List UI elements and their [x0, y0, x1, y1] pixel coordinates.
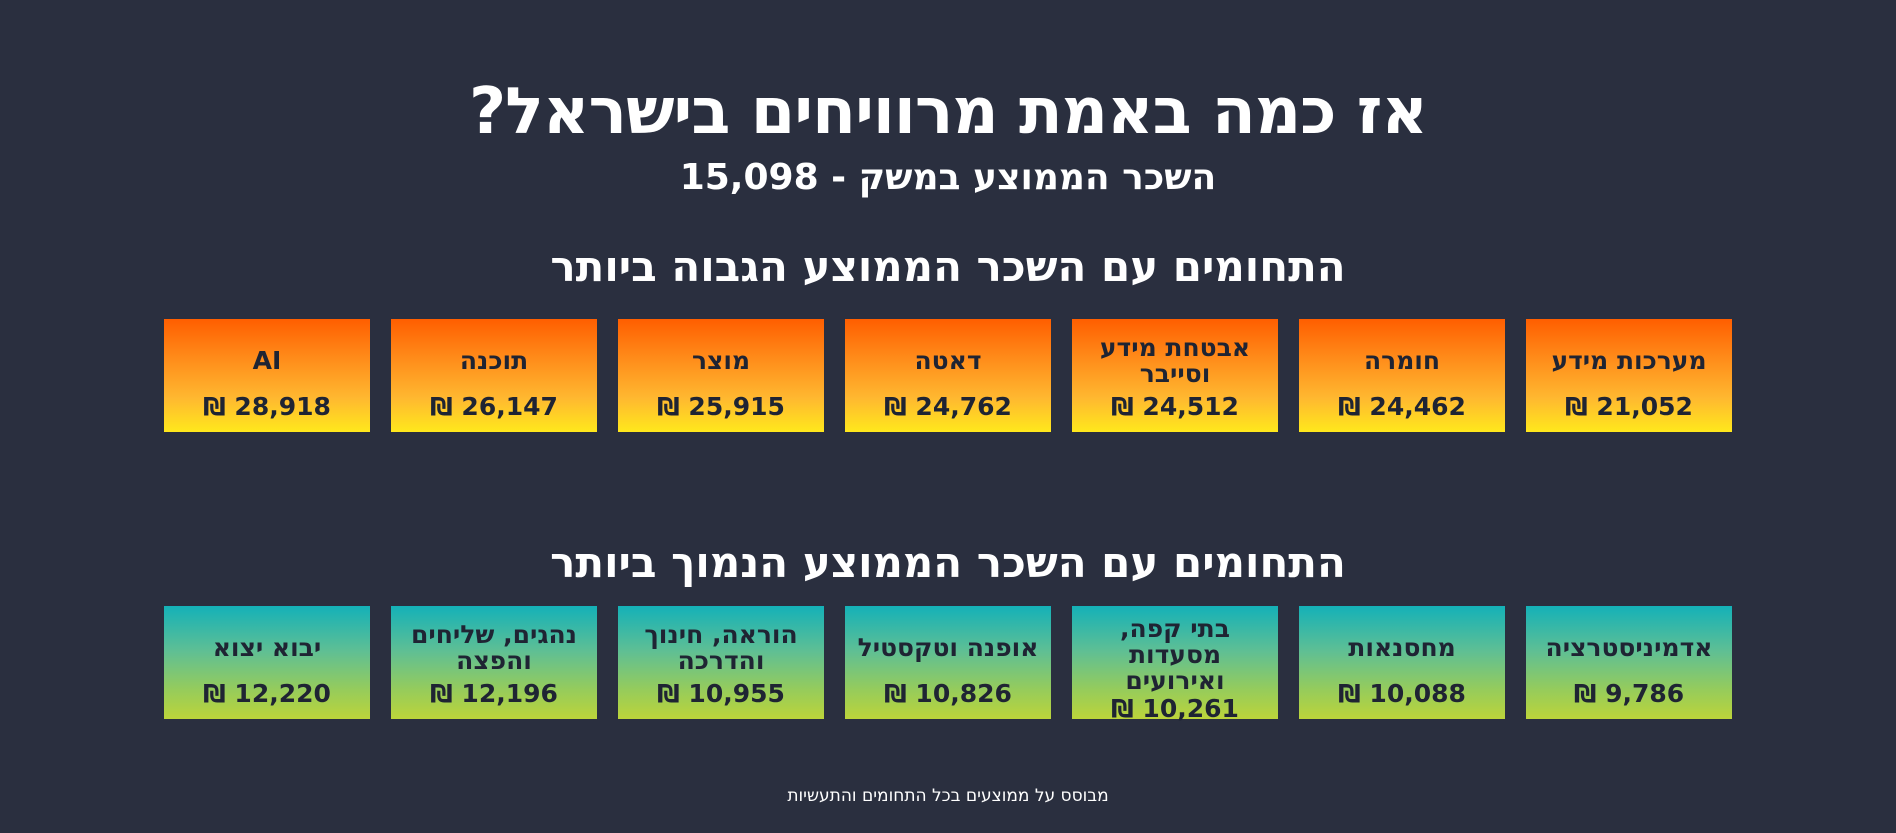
high-salary-card: AI ₪ 28,918	[164, 319, 370, 432]
field-name: אבטחת מידע וסייבר	[1099, 332, 1251, 388]
salary-value: ₪ 28,918	[203, 392, 331, 421]
salary-value: ₪ 26,147	[430, 392, 558, 421]
salary-value: ₪ 24,512	[1111, 392, 1239, 421]
salary-value: ₪ 24,462	[1338, 392, 1466, 421]
salary-value: ₪ 10,955	[657, 679, 785, 708]
footnote: מבוסס על ממוצעים בכל התחומים והתעשיות	[787, 786, 1109, 806]
field-name: בתי קפה, מסעדות ואירועים	[1120, 614, 1230, 695]
field-name: אדמיניסטרציה	[1545, 632, 1713, 662]
low-salary-card: אדמיניסטרציה ₪ 9,786	[1526, 606, 1732, 719]
salary-value: ₪ 25,915	[657, 392, 785, 421]
high-salary-card: דאטה ₪ 24,762	[845, 319, 1051, 432]
salary-value: ₪ 9,786	[1573, 679, 1685, 708]
high-salary-card: תוכנה ₪ 26,147	[391, 319, 597, 432]
average-salary-subtitle: השכר הממוצע במשק - 15,098	[679, 157, 1217, 198]
high-salary-card: מערכות מידע ₪ 21,052	[1526, 319, 1732, 432]
field-name: תוכנה	[459, 345, 529, 375]
high-salary-card: אבטחת מידע וסייבר ₪ 24,512	[1072, 319, 1278, 432]
salary-value: ₪ 12,220	[203, 679, 331, 708]
field-name: הוראה, חינוך והדרכה	[644, 619, 798, 675]
field-name: נהגים, שליחים והפצה	[410, 619, 578, 675]
field-name: אופנה וטקסטיל	[857, 632, 1039, 662]
salary-value: ₪ 21,052	[1565, 392, 1693, 421]
salary-value: ₪ 12,196	[430, 679, 558, 708]
high-salary-cards: מערכות מידע ₪ 21,052 חומרה ₪ 24,462 אבטח…	[164, 319, 1732, 433]
high-salary-card: חומרה ₪ 24,462	[1299, 319, 1505, 432]
low-salary-section-title: התחומים עם השכר הממוצע הנמוך ביותר	[550, 538, 1346, 587]
page-title: אז כמה באמת מרוויחים בישראל?	[469, 75, 1428, 149]
field-name: חומרה	[1363, 345, 1441, 375]
field-name: מוצר	[691, 345, 751, 375]
salary-value: ₪ 24,762	[884, 392, 1012, 421]
high-salary-card: מוצר ₪ 25,915	[618, 319, 824, 432]
salary-value: ₪ 10,826	[884, 679, 1012, 708]
field-name: דאטה	[914, 345, 982, 375]
low-salary-card: יבוא יצוא ₪ 12,220	[164, 606, 370, 719]
field-name: AI	[252, 345, 282, 375]
low-salary-cards: אדמיניסטרציה ₪ 9,786 מחסנאות ₪ 10,088 בת…	[164, 606, 1732, 723]
field-name: מחסנאות	[1348, 632, 1456, 662]
salary-value: ₪ 10,261	[1111, 694, 1239, 723]
salary-value: ₪ 10,088	[1338, 679, 1466, 708]
low-salary-card: הוראה, חינוך והדרכה ₪ 10,955	[618, 606, 824, 719]
high-salary-section-title: התחומים עם השכר הממוצע הגבוה ביותר	[550, 242, 1346, 291]
low-salary-card: אופנה וטקסטיל ₪ 10,826	[845, 606, 1051, 719]
low-salary-card: מחסנאות ₪ 10,088	[1299, 606, 1505, 719]
low-salary-card: נהגים, שליחים והפצה ₪ 12,196	[391, 606, 597, 719]
field-name: יבוא יצוא	[212, 632, 322, 662]
low-salary-card: בתי קפה, מסעדות ואירועים ₪ 10,261	[1072, 606, 1278, 723]
field-name: מערכות מידע	[1551, 345, 1707, 375]
